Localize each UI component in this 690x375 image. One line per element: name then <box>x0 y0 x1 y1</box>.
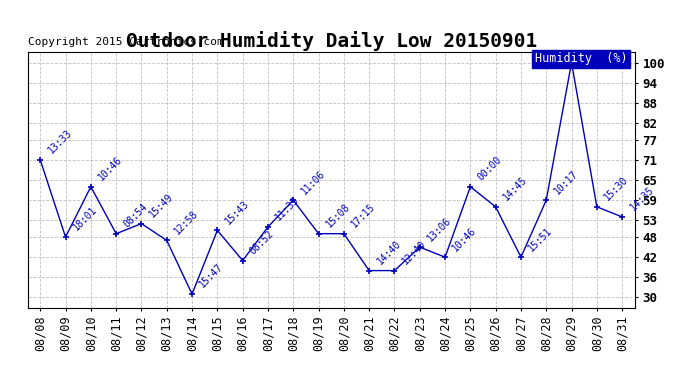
Text: 10:46: 10:46 <box>97 155 124 183</box>
Text: 14:45: 14:45 <box>501 175 529 202</box>
Text: 15:43: 15:43 <box>223 198 250 226</box>
Text: 10:17: 10:17 <box>552 168 580 196</box>
Text: 11:33: 11:33 <box>273 195 302 223</box>
Text: 10:46: 10:46 <box>451 225 478 253</box>
Text: 13:06: 13:06 <box>425 215 453 243</box>
Text: 12:40: 12:40 <box>400 238 428 266</box>
Text: 15:47: 15:47 <box>197 262 226 290</box>
Text: 13:33: 13:33 <box>46 128 74 156</box>
Text: 08:54: 08:54 <box>121 202 150 229</box>
Text: 14:40: 14:40 <box>375 238 402 266</box>
Text: 00:00: 00:00 <box>476 155 504 183</box>
Text: Humidity  (%): Humidity (%) <box>535 53 627 66</box>
Text: 12:58: 12:58 <box>172 209 200 236</box>
Text: Copyright 2015 Cartronics.com: Copyright 2015 Cartronics.com <box>28 38 224 47</box>
Text: 15:51: 15:51 <box>526 225 554 253</box>
Text: 15:30: 15:30 <box>602 175 630 202</box>
Text: 11:06: 11:06 <box>299 168 326 196</box>
Title: Outdoor Humidity Daily Low 20150901: Outdoor Humidity Daily Low 20150901 <box>126 31 537 51</box>
Text: 14:35: 14:35 <box>628 185 655 213</box>
Text: 15:49: 15:49 <box>147 192 175 219</box>
Text: 18:01: 18:01 <box>71 205 99 233</box>
Text: 15:08: 15:08 <box>324 202 352 229</box>
Text: 17:15: 17:15 <box>349 202 377 229</box>
Text: 08:52: 08:52 <box>248 228 276 256</box>
